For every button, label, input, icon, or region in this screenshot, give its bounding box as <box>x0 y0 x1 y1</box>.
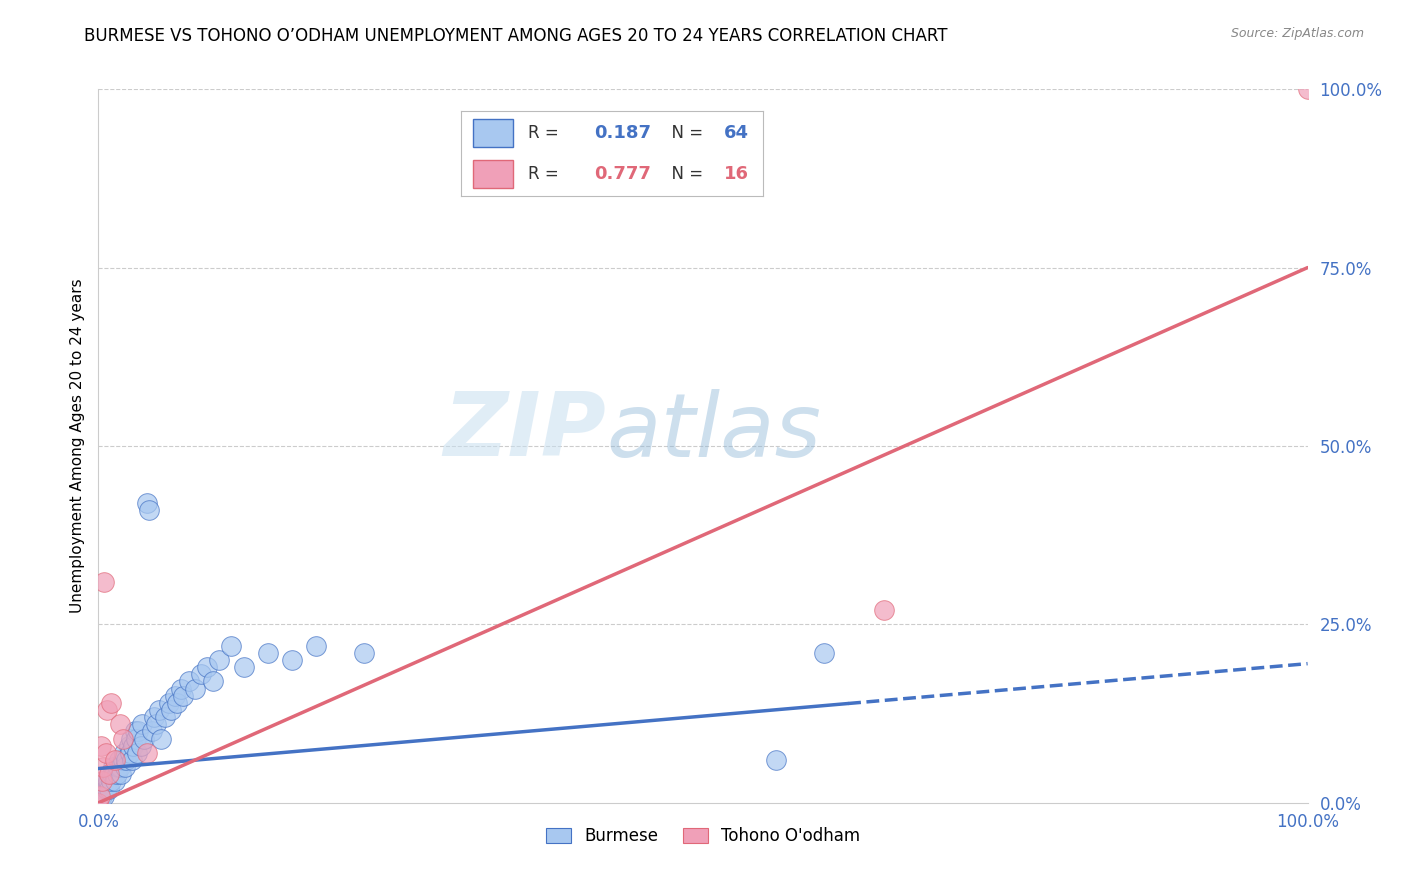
Point <box>87 796 110 810</box>
Point <box>873 603 896 617</box>
Point <box>108 760 131 774</box>
Point <box>108 753 131 767</box>
Point <box>157 696 180 710</box>
Point <box>93 774 115 789</box>
Point <box>179 674 201 689</box>
Point <box>138 503 160 517</box>
Point <box>143 710 166 724</box>
Point <box>111 731 134 746</box>
Point <box>148 703 170 717</box>
Point <box>100 696 122 710</box>
Point <box>305 639 328 653</box>
Point <box>127 724 149 739</box>
Point <box>103 767 125 781</box>
Point <box>122 739 145 753</box>
Point <box>145 717 167 731</box>
Point <box>108 717 131 731</box>
Point <box>125 731 148 746</box>
Point <box>90 739 112 753</box>
Point <box>190 667 212 681</box>
Point <box>90 789 112 803</box>
Point <box>107 760 129 774</box>
Point <box>104 753 127 767</box>
Point <box>153 710 176 724</box>
Point <box>169 681 191 696</box>
Point <box>353 646 375 660</box>
Point <box>813 646 835 660</box>
Text: BURMESE VS TOHONO O’ODHAM UNEMPLOYMENT AMONG AGES 20 TO 24 YEARS CORRELATION CHA: BURMESE VS TOHONO O’ODHAM UNEMPLOYMENT A… <box>84 27 948 45</box>
Point <box>115 753 138 767</box>
Y-axis label: Unemployment Among Ages 20 to 24 years: Unemployment Among Ages 20 to 24 years <box>69 278 84 614</box>
Point <box>281 653 304 667</box>
Point <box>94 781 117 796</box>
Point <box>105 767 128 781</box>
Point <box>93 574 115 589</box>
Point <box>202 674 225 689</box>
Point <box>98 781 121 796</box>
Point <box>163 689 186 703</box>
Legend: Burmese, Tohono O'odham: Burmese, Tohono O'odham <box>538 821 868 852</box>
Point <box>124 724 146 739</box>
Point <box>121 753 143 767</box>
Point <box>135 496 157 510</box>
Text: Source: ZipAtlas.com: Source: ZipAtlas.com <box>1230 27 1364 40</box>
Point <box>118 746 141 760</box>
Point <box>184 681 207 696</box>
Point <box>94 746 117 760</box>
Point <box>93 789 115 803</box>
Point <box>127 746 149 760</box>
Point <box>110 767 132 781</box>
Point <box>129 739 152 753</box>
Point <box>166 696 188 710</box>
Point <box>1296 82 1319 96</box>
Point <box>118 739 141 753</box>
Point <box>111 753 134 767</box>
Point <box>135 746 157 760</box>
Point <box>96 703 118 717</box>
Point <box>112 746 135 760</box>
Point <box>100 774 122 789</box>
Text: atlas: atlas <box>606 389 821 475</box>
Point <box>256 646 278 660</box>
Point <box>104 774 127 789</box>
Point <box>232 660 254 674</box>
Text: ZIP: ZIP <box>443 388 606 475</box>
Point <box>765 753 787 767</box>
Point <box>221 639 243 653</box>
Point <box>91 760 114 774</box>
Point <box>208 653 231 667</box>
Point <box>89 789 111 803</box>
Point <box>120 731 142 746</box>
Point <box>134 731 156 746</box>
Point <box>89 781 111 796</box>
Point <box>91 774 114 789</box>
Point <box>98 767 121 781</box>
Point <box>97 774 120 789</box>
Point <box>195 660 218 674</box>
Point <box>131 717 153 731</box>
Point <box>141 724 163 739</box>
Point <box>150 731 173 746</box>
Point <box>160 703 183 717</box>
Point <box>101 760 124 774</box>
Point <box>91 781 114 796</box>
Point <box>96 781 118 796</box>
Point <box>172 689 194 703</box>
Point <box>114 760 136 774</box>
Point <box>91 789 114 803</box>
Point <box>100 767 122 781</box>
